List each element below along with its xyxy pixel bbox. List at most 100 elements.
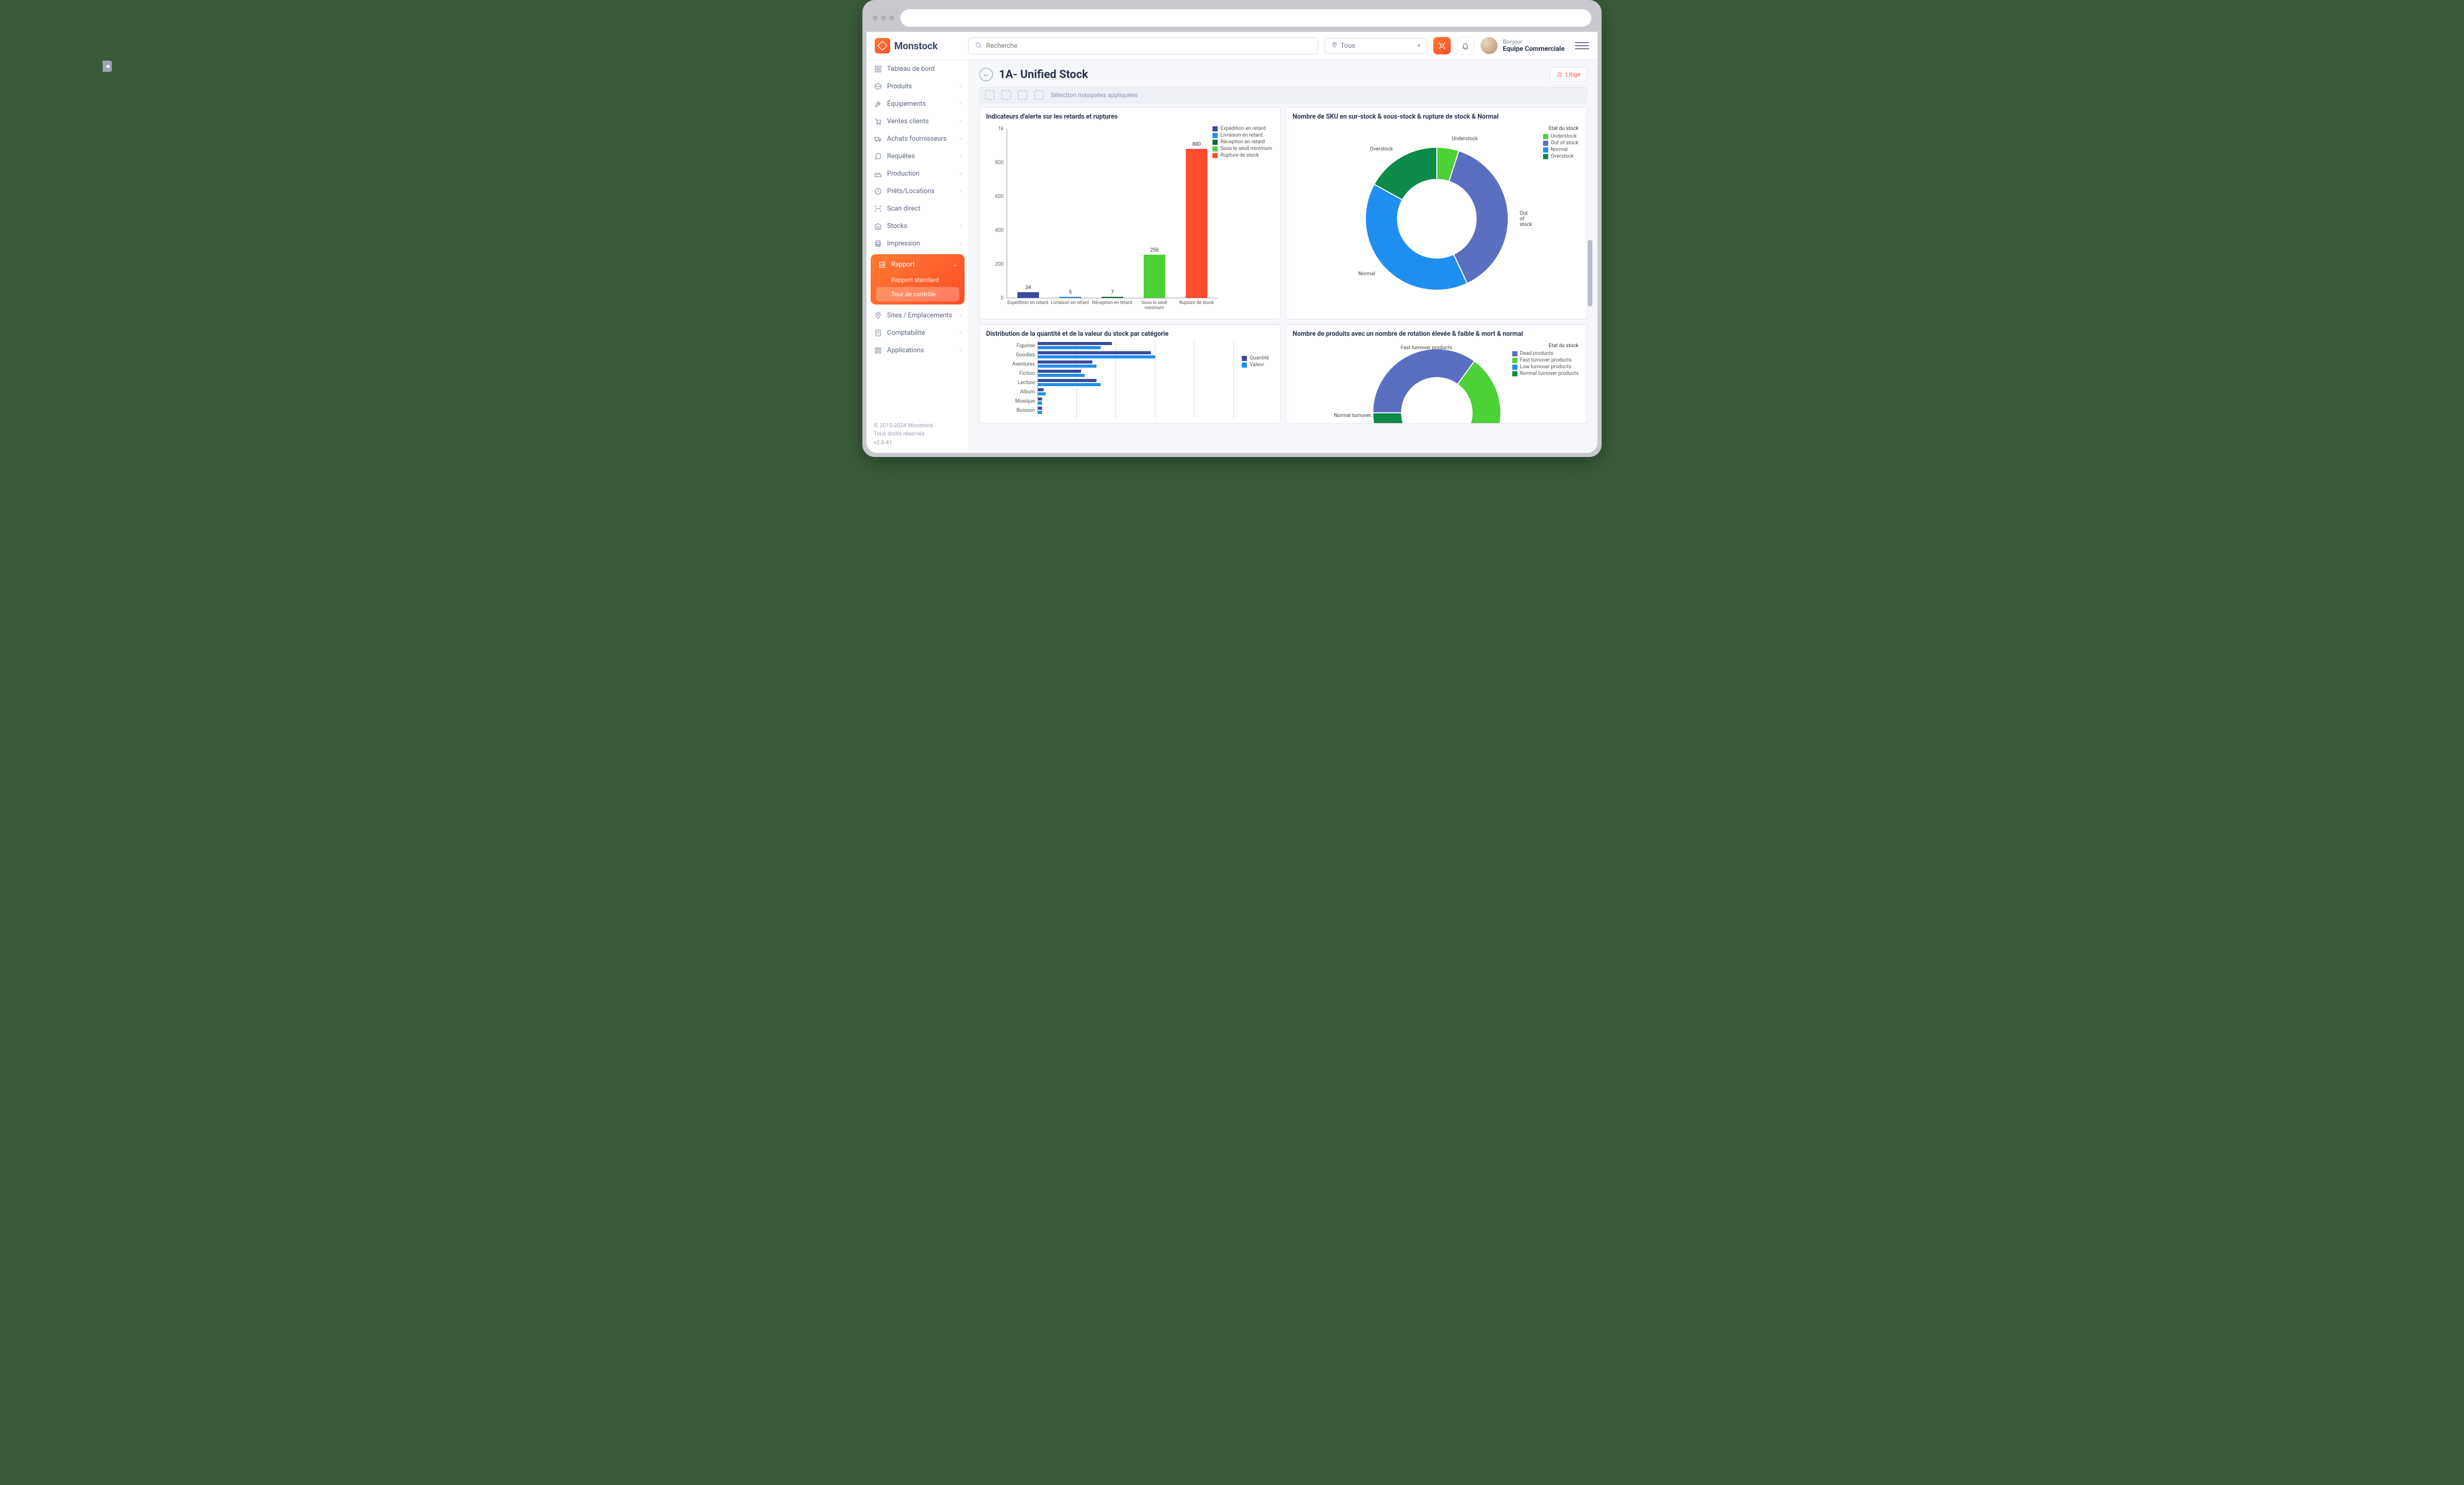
- sidebar-item-active[interactable]: Rapport⌄ Rapport standardTour de contrôl…: [871, 254, 965, 304]
- toolbar-icon[interactable]: [1034, 90, 1044, 100]
- chevron-right-icon: ›: [960, 313, 961, 318]
- toolbar-icon[interactable]: [985, 90, 994, 100]
- user-greeting: Bonjour: [1503, 39, 1523, 45]
- sidebar-item-label: Prêts/Locations: [887, 187, 935, 195]
- browser-chrome: [867, 4, 1597, 32]
- sidebar-item[interactable]: Sites / Emplacements ›: [867, 307, 969, 324]
- turnover-card: Nombre de produits avec un nombre de rot…: [1286, 325, 1587, 424]
- url-bar[interactable]: [900, 9, 1591, 27]
- sidebar-item-label: Achats fournisseurs: [887, 135, 947, 143]
- chevron-right-icon: ›: [960, 188, 961, 194]
- sidebar-item-label: Production: [887, 170, 919, 178]
- report-toolbar[interactable]: Sélection masquées appliquées: [979, 87, 1587, 103]
- map-icon: [874, 311, 882, 319]
- chevron-right-icon: ›: [960, 330, 961, 336]
- location-select[interactable]: Tous ▾: [1324, 38, 1427, 54]
- chevron-right-icon: ›: [960, 101, 961, 107]
- main-content: ← 1A- Unified Stock ⚖ Litige Sélection m…: [969, 60, 1597, 453]
- sidebar-item-label: Produits: [887, 83, 912, 90]
- litige-button[interactable]: ⚖ Litige: [1550, 67, 1587, 82]
- sidebar-subitem[interactable]: Rapport standard: [876, 273, 959, 287]
- location-label: Tous: [1341, 42, 1355, 50]
- sidebar-item-label: Ventes clients: [887, 118, 929, 125]
- sidebar-item[interactable]: Scan direct: [867, 200, 969, 217]
- notifications-button[interactable]: [1457, 37, 1474, 54]
- chevron-right-icon: ›: [960, 348, 961, 353]
- topbar: Monstock Tous ▾: [867, 32, 1597, 60]
- chevron-down-icon: ⌄: [953, 262, 957, 268]
- user-name: Equipe Commerciale: [1503, 45, 1565, 53]
- sidebar-item[interactable]: Production ›: [867, 165, 969, 182]
- avatar: [1480, 37, 1498, 54]
- ledger-icon: [874, 329, 882, 337]
- logo-text: Monstock: [894, 40, 938, 52]
- sidebar-item-label: Comptabilité: [887, 329, 925, 337]
- sidebar-item-label: Applications: [887, 347, 924, 354]
- sidebar-item[interactable]: Prêts/Locations ›: [867, 182, 969, 200]
- warehouse-icon: [874, 222, 882, 230]
- sidebar: Tableau de bordProduits›Équipements›Vent…: [867, 60, 969, 453]
- card-title: Distribution de la quantité et de la val…: [986, 330, 1274, 338]
- logo[interactable]: Monstock: [875, 38, 962, 53]
- sidebar-item[interactable]: Ventes clients ›: [867, 112, 969, 130]
- logo-icon: [875, 38, 890, 53]
- scale-icon: ⚖: [1557, 71, 1563, 78]
- toolbar-hint: Sélection masquées appliquées: [1051, 91, 1138, 99]
- search-input-wrap[interactable]: [968, 37, 1318, 54]
- chevron-right-icon: ›: [960, 119, 961, 124]
- card-title: Indicateurs d'alerte sur les retards et …: [986, 113, 1274, 121]
- chevron-right-icon: ›: [960, 154, 961, 159]
- sidebar-item[interactable]: Requêtes ›: [867, 147, 969, 165]
- chevron-down-icon: ▾: [1418, 43, 1420, 49]
- sidebar-item-label: Impression: [887, 240, 920, 247]
- menu-button[interactable]: [1575, 39, 1589, 53]
- sidebar-item[interactable]: Achats fournisseurs ›: [867, 130, 969, 147]
- tool-icon: [874, 100, 882, 108]
- sku-stock-card: Nombre de SKU en sur-stock & sous-stock …: [1286, 107, 1587, 319]
- sidebar-footer: © 2015-2024 MonstockTous droits réservés…: [867, 415, 969, 453]
- chevron-right-icon: ›: [960, 223, 961, 229]
- scrollbar[interactable]: [1588, 240, 1592, 307]
- scan-icon: [874, 204, 882, 213]
- sidebar-item-label: Sites / Emplacements: [887, 312, 952, 319]
- page-header: ← 1A- Unified Stock ⚖ Litige: [979, 67, 1587, 82]
- grid-icon: [874, 65, 882, 73]
- app-shell: Monstock Tous ▾: [867, 32, 1597, 453]
- sidebar-item-label: Tableau de bord: [887, 65, 935, 73]
- card-title: Nombre de SKU en sur-stock & sous-stock …: [1293, 113, 1581, 121]
- user-menu[interactable]: Bonjour Equipe Commerciale: [1480, 37, 1565, 54]
- print-icon: [874, 239, 882, 247]
- card-title: Nombre de produits avec un nombre de rot…: [1293, 330, 1581, 338]
- back-button[interactable]: ←: [979, 68, 993, 81]
- chevron-right-icon: ›: [960, 171, 961, 177]
- sidebar-item[interactable]: Équipements ›: [867, 95, 969, 112]
- sidebar-item[interactable]: Stocks ›: [867, 217, 969, 235]
- search-input[interactable]: [986, 42, 1312, 50]
- cart-icon: [874, 117, 882, 125]
- toolbar-icon[interactable]: [1018, 90, 1027, 100]
- chat-icon: [874, 152, 882, 160]
- donut-chart: UnderstockOut of stockNormalOverstockEta…: [1293, 124, 1581, 314]
- chevron-right-icon: ›: [960, 136, 961, 142]
- pin-icon: [1331, 42, 1338, 50]
- sidebar-item-label: Scan direct: [887, 205, 920, 213]
- chevron-right-icon: ›: [960, 84, 961, 89]
- sidebar-item-label: Requêtes: [887, 153, 915, 160]
- window-controls[interactable]: [873, 15, 894, 21]
- scan-button[interactable]: [1433, 37, 1451, 54]
- factory-icon: [874, 169, 882, 178]
- sidebar-item[interactable]: Applications ›: [867, 341, 969, 359]
- truck-icon: [874, 135, 882, 143]
- toolbar-icon[interactable]: [1002, 90, 1011, 100]
- search-icon: [975, 41, 982, 51]
- sidebar-item[interactable]: Produits ›: [867, 78, 969, 95]
- sidebar-item[interactable]: Tableau de bord: [867, 60, 969, 78]
- sidebar-subitem[interactable]: Tour de contrôle: [876, 287, 959, 301]
- chevron-right-icon: ›: [960, 241, 961, 246]
- sidebar-item-label: Stocks: [887, 222, 907, 230]
- loan-icon: [874, 187, 882, 195]
- sidebar-item[interactable]: Impression ›: [867, 235, 969, 252]
- box-icon: [874, 82, 882, 90]
- sidebar-item-label: Équipements: [887, 100, 926, 108]
- sidebar-item[interactable]: Comptabilité ›: [867, 324, 969, 341]
